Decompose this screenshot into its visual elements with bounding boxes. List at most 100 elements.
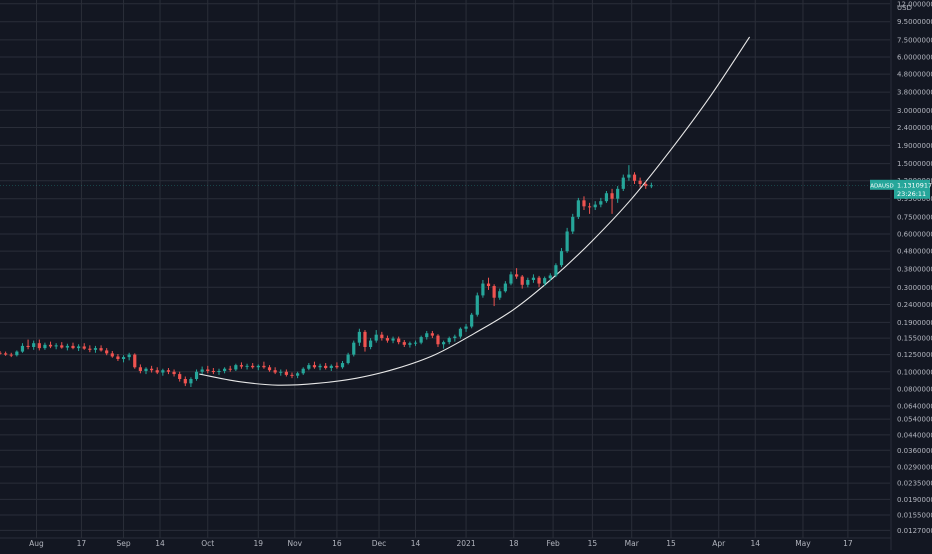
candle-body — [413, 342, 418, 344]
time-tick-label: 17 — [77, 539, 87, 548]
candle — [514, 268, 519, 279]
candle — [251, 363, 255, 369]
time-tick-label: 17 — [843, 539, 853, 548]
candle-body — [357, 331, 361, 343]
candle — [408, 341, 412, 348]
candle — [256, 364, 260, 371]
price-tag: ADAUSD 1.1310917323:26:11 — [0, 179, 932, 199]
candle — [559, 248, 564, 268]
candle-body — [318, 365, 322, 368]
candle-body — [116, 356, 120, 360]
price-tick-label: 0.06400000 — [897, 403, 932, 411]
candle-body — [194, 371, 199, 379]
candle — [402, 340, 406, 347]
candle-body — [133, 354, 137, 368]
candle — [206, 365, 210, 374]
candle — [312, 361, 317, 369]
price-tick-label: 12.00000000 — [897, 0, 932, 8]
candle-body — [234, 365, 238, 370]
candle-body — [144, 368, 148, 371]
candle-body — [447, 338, 451, 343]
candle — [548, 273, 552, 282]
grid-layer — [0, 0, 892, 550]
candle-body — [335, 365, 339, 368]
candle-body — [329, 365, 333, 368]
candle-body — [582, 200, 586, 207]
price-tick-label: 0.02350000 — [897, 480, 932, 488]
candle — [621, 174, 625, 192]
candle-body — [155, 370, 159, 373]
candle-body — [492, 286, 496, 298]
candle — [492, 284, 496, 307]
candle — [498, 288, 502, 300]
candle-body — [290, 374, 294, 376]
candle-body — [503, 283, 507, 292]
candle — [368, 338, 373, 350]
candle — [543, 276, 547, 287]
candle — [138, 364, 142, 374]
candle-body — [430, 333, 434, 336]
candle-body — [514, 274, 519, 277]
price-tick-label: 0.95000000 — [897, 195, 932, 203]
candle-body — [301, 368, 305, 374]
candle — [604, 191, 609, 203]
candle-body — [26, 345, 30, 347]
candle-body — [32, 343, 36, 347]
candle-body — [267, 367, 272, 371]
price-tick-label: 9.50000000 — [897, 18, 932, 26]
candle — [71, 342, 75, 350]
candle — [77, 344, 81, 351]
candle — [0, 350, 2, 355]
time-tick-label: Nov — [287, 539, 302, 548]
candle — [380, 331, 384, 341]
price-tick-label: 2.40000000 — [897, 124, 932, 132]
candle — [183, 376, 187, 387]
candle — [391, 336, 395, 344]
candle — [346, 352, 350, 365]
time-tick-label: 16 — [332, 539, 342, 548]
candle — [357, 328, 361, 346]
candle-body — [88, 348, 92, 350]
time-tick-label: Aug — [29, 539, 44, 548]
time-tick-label: May — [795, 539, 811, 548]
candle-body — [346, 354, 350, 364]
candle-body — [93, 348, 98, 350]
candle — [425, 330, 429, 340]
time-tick-label: 18 — [509, 539, 519, 548]
candle — [571, 213, 575, 235]
candle-body — [223, 368, 227, 371]
candle — [245, 363, 249, 370]
candle — [223, 367, 227, 374]
price-tick-label: 3.00000000 — [897, 107, 932, 115]
candle — [290, 372, 294, 379]
candle — [105, 348, 109, 356]
candle — [26, 339, 30, 350]
candle-body — [509, 274, 513, 284]
candle — [453, 334, 457, 342]
countdown-label: 23:26:11 — [897, 190, 926, 198]
time-tick-label: 19 — [254, 539, 264, 548]
candle — [340, 361, 345, 369]
candle — [486, 277, 491, 290]
candle — [554, 263, 558, 278]
candle — [475, 292, 479, 317]
candle-body — [481, 283, 485, 296]
candle — [616, 186, 620, 203]
candle — [324, 363, 328, 370]
price-tick-label: 0.05400000 — [897, 416, 932, 424]
candle-body — [526, 279, 530, 285]
time-axis[interactable]: Aug 17 Sep 14 Oct 19 Nov 16 Dec 14 2021 18 Feb 15 Mar 1… — [29, 539, 853, 548]
candle-body — [71, 345, 75, 349]
candle-body — [576, 200, 580, 217]
candle-body — [548, 275, 552, 279]
candle — [178, 371, 182, 382]
candle — [587, 202, 592, 214]
price-axis[interactable]: 12.00000000 9.50000000 7.50000000 6.0000000… — [897, 0, 932, 535]
candle-body — [37, 343, 41, 349]
price-tick-label: 6.00000000 — [897, 54, 932, 62]
candle-body — [565, 231, 569, 252]
candle-body — [65, 345, 69, 348]
candle — [307, 363, 311, 371]
candle — [4, 351, 8, 356]
